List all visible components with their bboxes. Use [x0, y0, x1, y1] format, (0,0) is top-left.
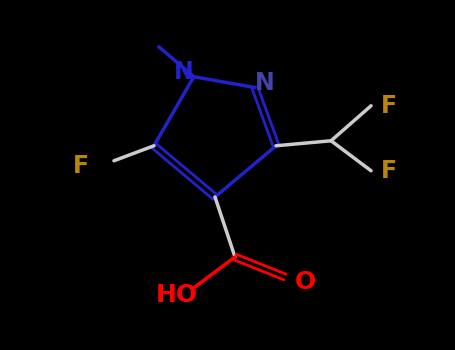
Text: F: F	[381, 94, 397, 118]
Text: F: F	[73, 154, 89, 178]
Text: N: N	[174, 60, 194, 84]
Text: O: O	[294, 270, 316, 294]
Text: F: F	[381, 159, 397, 183]
Text: N: N	[255, 70, 275, 95]
Text: HO: HO	[156, 283, 198, 307]
